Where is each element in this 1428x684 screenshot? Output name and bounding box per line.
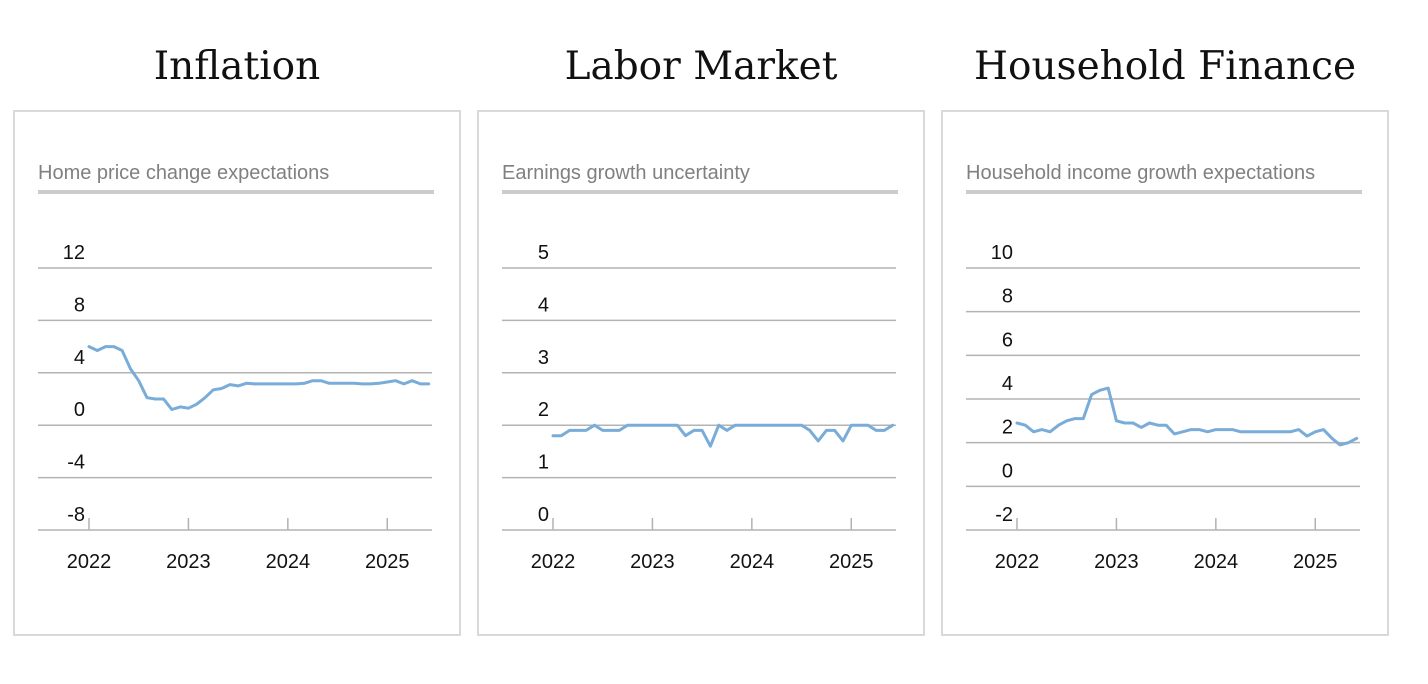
- subtitle-rule: [38, 190, 434, 194]
- y-tick-label: 1: [538, 452, 549, 474]
- x-tick-label: 2025: [1293, 551, 1338, 573]
- y-tick-label: 12: [63, 242, 85, 264]
- chart-subtitle: Home price change expectations: [38, 162, 330, 184]
- chart-subtitle: Household income growth expectations: [966, 162, 1316, 184]
- y-tick-label: 0: [538, 504, 549, 526]
- y-tick-label: 8: [74, 294, 85, 316]
- y-tick-label: 5: [538, 242, 549, 264]
- chart-frame: [941, 110, 1389, 636]
- series-line: [87, 345, 431, 411]
- series-line: [551, 423, 895, 448]
- x-tick-label: 2023: [166, 551, 211, 573]
- line-chart-household-income: 10 8 6 4 2 0 -2 2022 2023 2024 2025: [966, 242, 1360, 573]
- x-tick-label: 2022: [67, 551, 112, 573]
- line-chart-earnings-uncertainty: 5 4 3 2 1 0 2022 2023 2024 2025: [502, 242, 896, 573]
- series-line: [1015, 386, 1359, 447]
- panel-inflation: Inflation Home price change expectations…: [13, 0, 461, 684]
- y-tick-label: 0: [74, 399, 85, 421]
- x-tick-label: 2024: [1194, 551, 1239, 573]
- x-tick-label: 2024: [266, 551, 311, 573]
- y-tick-label: 3: [538, 347, 549, 369]
- panel-title: Inflation: [153, 44, 321, 89]
- x-tick-label: 2022: [995, 551, 1040, 573]
- x-tick-label: 2025: [365, 551, 410, 573]
- y-tick-label: -2: [995, 504, 1013, 526]
- panel-household-finance: Household Finance Household income growt…: [941, 0, 1389, 684]
- x-tick-label: 2022: [531, 551, 576, 573]
- x-tick-label: 2023: [630, 551, 675, 573]
- y-tick-label: 4: [74, 347, 85, 369]
- y-tick-label: 4: [538, 294, 549, 316]
- y-tick-label: 4: [1002, 373, 1013, 395]
- x-tick-label: 2024: [730, 551, 775, 573]
- y-tick-label: 8: [1002, 286, 1013, 308]
- panel-title: Labor Market: [564, 44, 838, 89]
- subtitle-rule: [502, 190, 898, 194]
- y-tick-label: 10: [991, 242, 1013, 264]
- y-tick-label: 0: [1002, 460, 1013, 482]
- y-tick-label: 2: [538, 399, 549, 421]
- panel-title: Household Finance: [973, 44, 1357, 89]
- y-tick-label: 2: [1002, 417, 1013, 439]
- subtitle-rule: [966, 190, 1362, 194]
- line-chart-home-price: 12 8 4 0 -4 -8 2022 2023 2024 2025: [38, 242, 432, 573]
- y-tick-label: 6: [1002, 329, 1013, 351]
- y-tick-label: -4: [67, 452, 85, 474]
- chart-subtitle: Earnings growth uncertainty: [502, 162, 750, 184]
- y-tick-label: -8: [67, 504, 85, 526]
- panel-labor-market: Labor Market Earnings growth uncertainty…: [477, 0, 925, 684]
- x-tick-label: 2023: [1094, 551, 1139, 573]
- x-tick-label: 2025: [829, 551, 874, 573]
